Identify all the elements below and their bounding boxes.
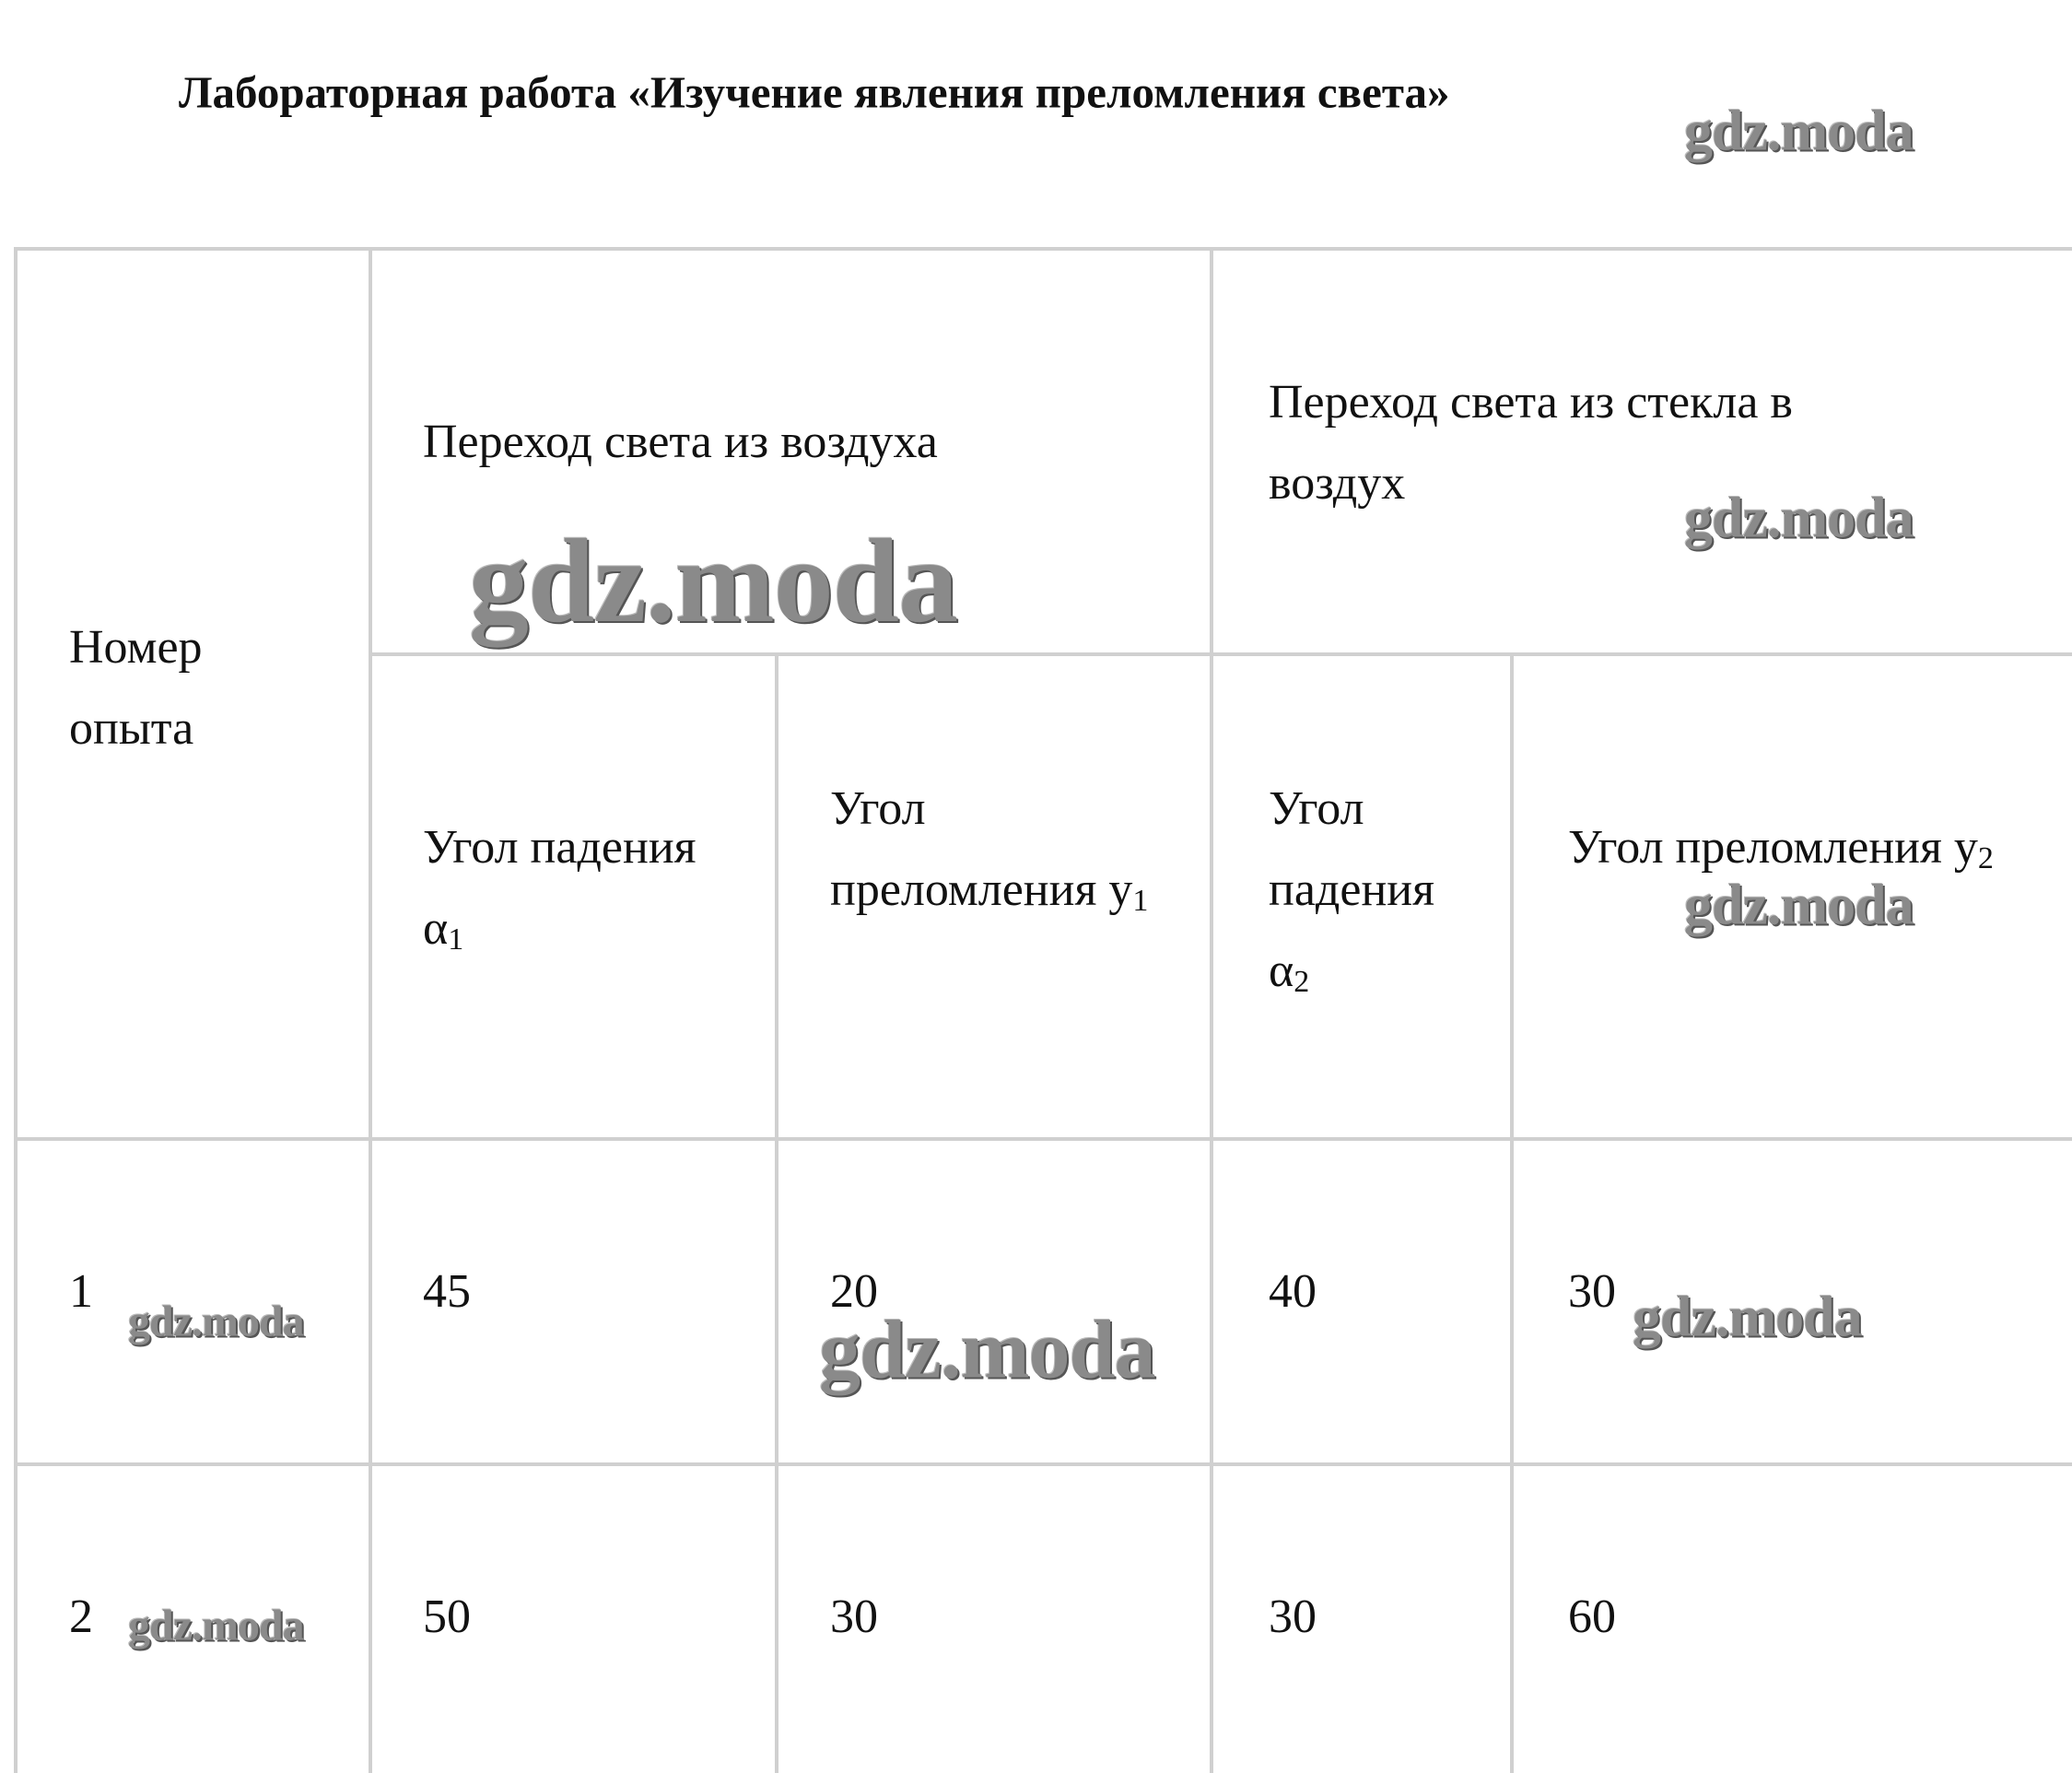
watermark: gdz.moda [1684,874,1914,937]
cell: 2 [69,1591,93,1643]
cell: 30 [1568,1265,1616,1318]
header-cell: Угол падения α1 [423,807,736,980]
border [369,247,372,1773]
cell: 1 [69,1265,93,1318]
watermark: gdz.moda [819,1304,1156,1396]
title: Лабораторная работа «Изучение явления пр… [179,66,1450,118]
header-text: Угол падения α [1269,782,1435,997]
cell: 60 [1568,1591,1616,1643]
cell: 50 [423,1591,471,1643]
cell: 40 [1269,1265,1317,1318]
cell: 45 [423,1265,471,1318]
cell: 20 [830,1265,878,1318]
header-cell: Угол преломления у2 [1568,807,2066,899]
header-cell: Переход света из воздуха [423,416,938,468]
watermark: gdz.moda [128,1601,305,1650]
header-cell: Переход света из стекла в воздух [1269,376,1793,510]
border [1210,247,1213,1773]
subscript: 2 [1294,965,1310,999]
watermark: gdz.moda [128,1297,305,1346]
cell: 30 [1269,1591,1317,1643]
border [775,652,778,1773]
header-cell: Угол преломления у1 [830,769,1180,942]
border [1510,652,1514,1773]
header-text: Угол преломления у [830,782,1133,916]
cell: 30 [830,1591,878,1643]
watermark: gdz.moda [1684,100,1914,163]
header-text: Угол преломления у [1568,821,1978,874]
border [14,1462,2072,1466]
border [14,247,18,1773]
border [14,247,2072,251]
watermark: gdz.moda [469,515,958,648]
border [370,652,2072,656]
header-cell: Угол падения α2 [1269,769,1481,1023]
watermark: gdz.moda [1633,1286,1863,1349]
subscript: 2 [1977,841,1994,875]
header-text: Угол падения α [423,821,697,955]
subscript: 1 [1132,884,1149,918]
border [14,1137,2072,1141]
subscript: 1 [448,922,464,957]
watermark: gdz.moda [1684,487,1914,550]
header-cell: Номер опыта [69,621,203,755]
